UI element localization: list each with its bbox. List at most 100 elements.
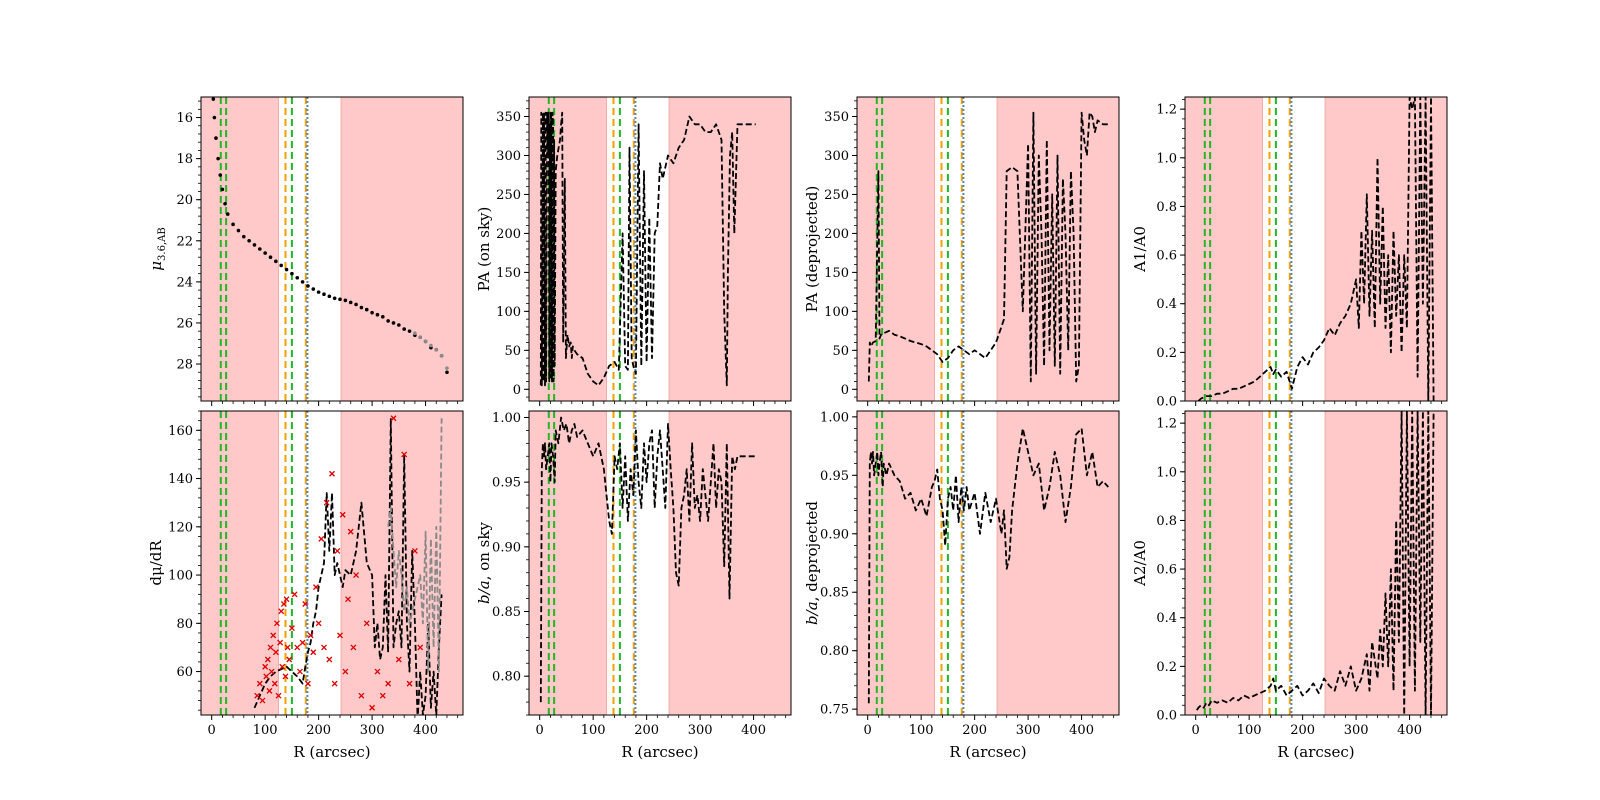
x-tick-label: 200	[634, 723, 659, 738]
x-tick-label: 200	[1290, 723, 1315, 738]
marker-stroke	[284, 644, 291, 651]
y-tick-label: 26	[176, 316, 193, 331]
data-marker	[266, 687, 273, 694]
data-point	[407, 329, 412, 333]
data-marker	[385, 680, 392, 687]
x-tick-label: 200	[962, 723, 987, 738]
y-tick-label: 300	[824, 149, 849, 164]
marker-stroke	[283, 596, 290, 603]
y-tick-label: 0.4	[1156, 611, 1177, 626]
x-tick-label: 100	[253, 723, 278, 738]
data-marker	[263, 673, 270, 680]
series-line-b/a	[867, 427, 1109, 704]
data-marker	[350, 644, 357, 651]
marker-stroke	[302, 601, 309, 607]
y-tick-label: 160	[168, 424, 193, 439]
marker-stroke	[374, 668, 381, 675]
marker-stroke	[329, 470, 335, 477]
shaded-region	[201, 97, 279, 401]
shaded-region	[1185, 97, 1263, 401]
data-marker	[417, 644, 424, 651]
data-point	[316, 290, 321, 294]
marker-stroke	[318, 535, 325, 542]
marker-stroke	[417, 644, 424, 651]
data-point	[380, 314, 385, 319]
y-axis-label: A2/A0	[1131, 540, 1149, 587]
y-tick-label: 20	[176, 193, 193, 208]
marker-stroke	[358, 692, 365, 699]
panel-a2: 0 100 200 300 400 0.0 0.2 0.4 0.6 0.8 1.0 1.2 A2/A0 R…	[1131, 410, 1448, 761]
y-tick-label: 0.6	[1156, 249, 1177, 264]
data-marker	[315, 620, 322, 627]
x-tick-label: 0	[208, 723, 216, 738]
series-line-PA	[539, 111, 756, 387]
data-point	[370, 310, 374, 315]
data-marker	[254, 692, 261, 699]
data-point	[354, 302, 358, 307]
data-marker	[291, 591, 298, 598]
marker-stroke	[411, 547, 418, 554]
y-tick-label: 200	[824, 227, 849, 242]
panel-ba_sky: 0 100 200 300 400 0.80 0.85 0.90 0.95 1.00 b/a, on…	[475, 410, 792, 761]
marker-stroke	[291, 591, 298, 598]
y-tick-label: 50	[832, 344, 849, 359]
x-tick-label: 300	[360, 723, 385, 738]
y-label-text: , deprojected	[803, 501, 821, 602]
panel-dmu: 0 100 200 300 400 60 80 100 120 140 160 dμ/dR R (arc…	[147, 410, 464, 761]
panel-a1: 0.0 0.2 0.4 0.6 0.8 1.0 1.2 A1/A0	[1131, 96, 1448, 410]
y-axis-label: dμ/dR	[147, 540, 165, 586]
data-marker	[329, 470, 335, 477]
data-point	[386, 319, 390, 323]
marker-stroke	[277, 639, 284, 646]
data-marker	[331, 680, 338, 687]
shaded-region	[201, 411, 279, 715]
marker-stroke	[262, 663, 269, 670]
shaded-region	[669, 97, 791, 401]
panel-pa_dep: 0 50 100 150 200 250 300 350 PA (deprojected)	[803, 96, 1120, 406]
data-point	[338, 297, 342, 302]
marker-stroke	[310, 649, 317, 656]
data-marker	[307, 632, 314, 639]
marker-stroke	[390, 415, 397, 422]
data-point	[212, 115, 217, 120]
y-tick-label: 0.80	[820, 644, 849, 659]
series-line-b/a	[539, 416, 756, 703]
data-marker	[401, 451, 408, 458]
y-tick-label: 0.4	[1156, 297, 1177, 312]
data-point	[348, 300, 353, 305]
y-label-text: , on sky	[475, 522, 493, 581]
marker-stroke	[326, 656, 333, 663]
marker-stroke	[273, 620, 280, 627]
x-axis-label: R (arcsec)	[293, 743, 370, 761]
y-tick-label: 80	[176, 617, 193, 632]
marker-stroke	[369, 704, 376, 711]
y-tick-label: 0.8	[1156, 514, 1177, 529]
y-tick-label: 0.6	[1156, 563, 1177, 578]
data-marker	[337, 632, 343, 639]
plot-area	[857, 97, 1119, 401]
plot-area	[857, 411, 1119, 715]
y-tick-label: 24	[176, 275, 193, 290]
marker-stroke	[353, 572, 360, 579]
y-tick-label: 16	[176, 111, 193, 126]
y-axis-label: b/a, deprojected	[803, 501, 821, 625]
y-tick-label: 250	[824, 188, 849, 203]
marker-stroke	[268, 668, 275, 675]
y-tick-label: 0.85	[492, 605, 521, 620]
data-point	[279, 263, 284, 268]
y-tick-label: 0.85	[820, 586, 849, 601]
y-tick-label: 200	[496, 227, 521, 242]
panel-mu: 16 18 20 22 24 26 28 μ3.6,AB	[147, 96, 464, 406]
x-tick-label: 400	[1069, 723, 1094, 738]
y-tick-label: 0	[841, 383, 849, 398]
data-marker	[339, 511, 346, 518]
y-tick-label: 0.75	[820, 703, 849, 718]
axes-frame	[200, 410, 464, 716]
marker-stroke	[342, 668, 349, 675]
y-tick-label: 0.8	[1156, 200, 1177, 215]
data-marker	[395, 656, 402, 663]
x-tick-label: 300	[1344, 723, 1369, 738]
marker-stroke	[304, 680, 311, 687]
data-marker	[326, 656, 333, 663]
data-marker	[390, 415, 397, 422]
